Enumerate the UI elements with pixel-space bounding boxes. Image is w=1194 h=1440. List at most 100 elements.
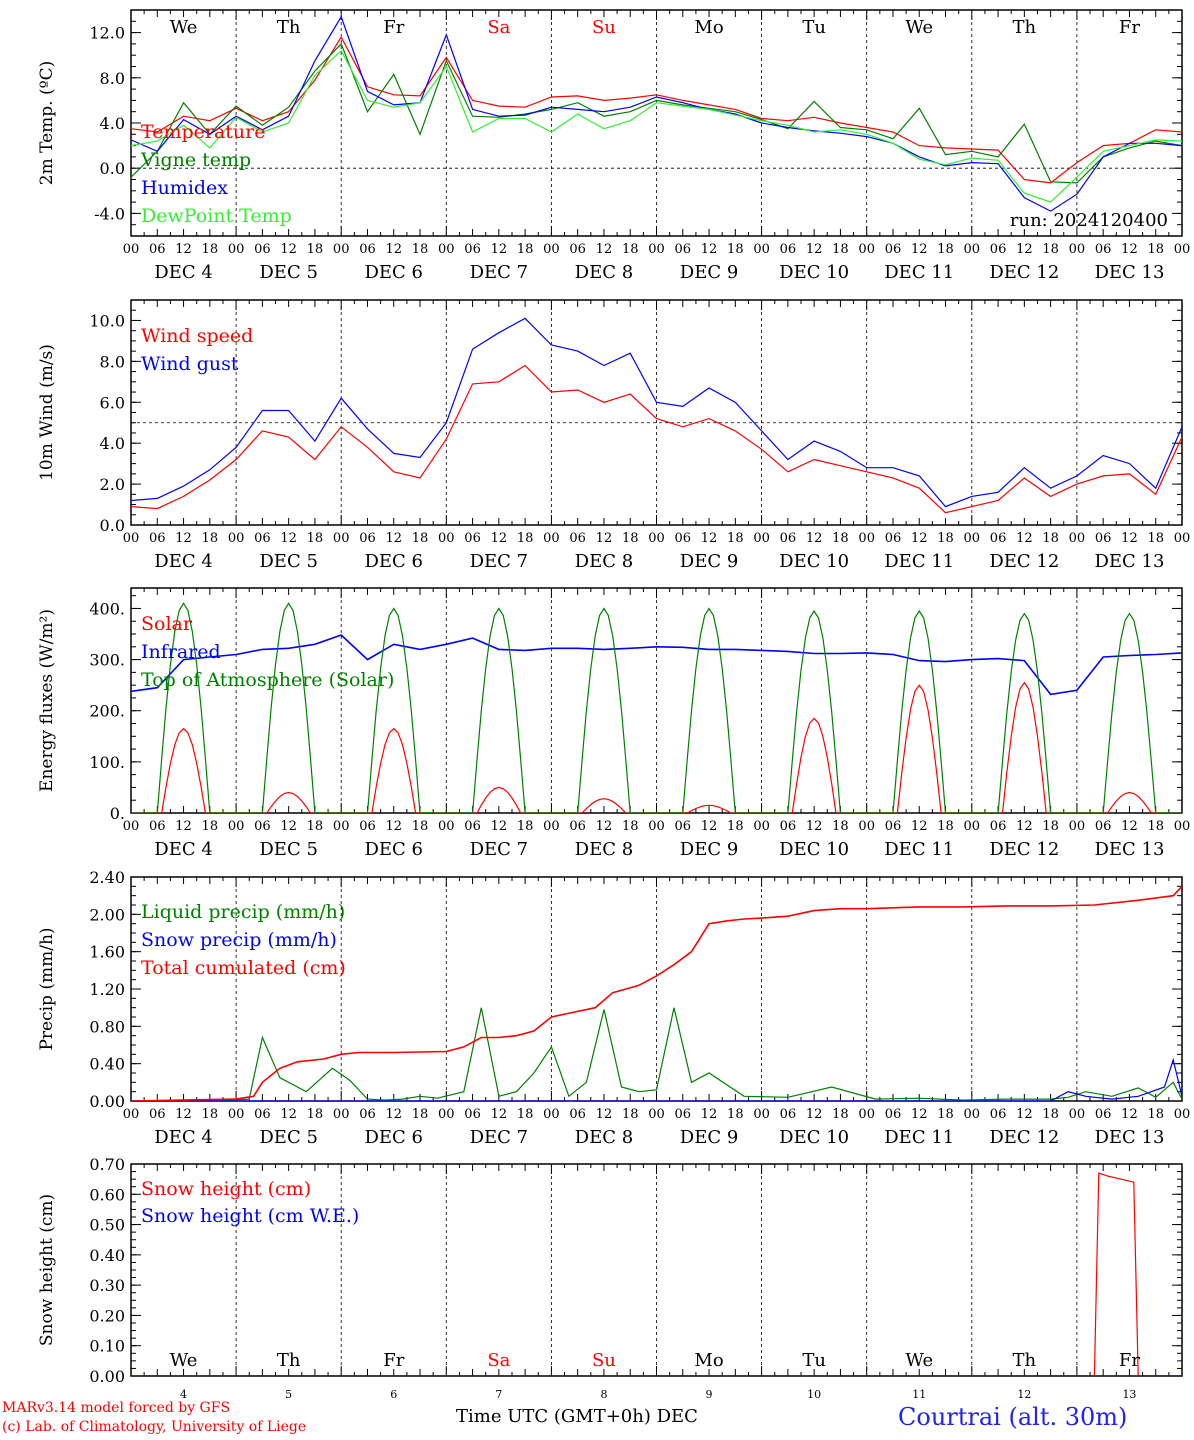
y-tick-label: 200. [89, 702, 125, 721]
hour-tick-label: 18 [307, 1107, 324, 1122]
day-number-label: 5 [285, 1388, 292, 1401]
weekday-label: Su [592, 1350, 616, 1371]
hour-tick-label: 00 [1174, 531, 1191, 546]
date-label: DEC 7 [470, 551, 529, 572]
panel-3: 0. 100. 200. 300. 400. Energy fluxes (W/m²) So… [37, 587, 1191, 860]
hour-tick-label: 00 [228, 819, 245, 834]
hour-tick-label: 12 [385, 1107, 402, 1122]
hour-tick-label: 12 [385, 531, 402, 546]
hour-tick-label: 12 [806, 1107, 823, 1122]
hour-tick-label: 06 [885, 531, 902, 546]
hour-tick-label: 18 [727, 819, 744, 834]
y-tick-label: 0.60 [89, 1185, 125, 1204]
weekday-label: Tu [802, 17, 826, 38]
legend-label: Vigne temp [140, 149, 251, 171]
hour-tick-label: 00 [438, 819, 455, 834]
series-group [131, 1172, 1182, 1376]
hour-tick-label: 12 [806, 242, 823, 257]
day-number-label: 7 [495, 1388, 502, 1401]
hour-tick-label: 12 [911, 819, 928, 834]
hour-tick-label: 06 [780, 1107, 797, 1122]
hour-tick-label: 00 [333, 531, 350, 546]
panel-2: 0.0 2.0 4.0 6.0 8.0 10.0 10m Wind (m/s) Wind sp… [37, 299, 1191, 572]
series-group [131, 15, 1182, 212]
hour-tick-label: 12 [175, 1107, 192, 1122]
date-label: DEC 9 [680, 551, 739, 572]
hour-tick-label: 12 [1121, 531, 1138, 546]
y-tick-label: 0. [110, 804, 125, 823]
series-line-wind-speed [131, 364, 1182, 514]
y-tick-label: 0.80 [89, 1017, 125, 1036]
hour-tick-label: 00 [648, 819, 665, 834]
hour-tick-label: 00 [1174, 1107, 1191, 1122]
date-label: DEC 11 [884, 1127, 954, 1148]
hour-tick-label: 18 [307, 819, 324, 834]
lab-credit: (c) Lab. of Climatology, University of L… [2, 1419, 307, 1435]
hour-tick-label: 00 [123, 819, 140, 834]
date-label: DEC 10 [779, 839, 849, 860]
hour-tick-label: 06 [359, 1107, 376, 1122]
series-line-liquid-precip-mm-h- [131, 1007, 1182, 1101]
hour-tick-label: 06 [675, 242, 692, 257]
model-credit: MARv3.14 model forced by GFS [2, 1400, 231, 1416]
hour-tick-label: 18 [727, 242, 744, 257]
hour-tick-label: 06 [885, 242, 902, 257]
hour-tick-label: 12 [175, 531, 192, 546]
y-axis-title: Energy fluxes (W/m²) [37, 609, 57, 792]
hour-tick-label: 18 [622, 531, 639, 546]
weekday-label: We [170, 1350, 198, 1371]
date-label: DEC 6 [364, 1127, 423, 1148]
hour-tick-label: 06 [254, 819, 271, 834]
y-tick-label: 0.0 [100, 159, 125, 178]
hour-tick-label: 18 [307, 531, 324, 546]
weekday-label: Fr [1119, 1350, 1140, 1371]
y-tick-label: 0.30 [89, 1276, 125, 1295]
date-label: DEC 8 [575, 1127, 634, 1148]
hour-tick-label: 18 [517, 819, 534, 834]
legend-label: Temperature [141, 121, 265, 143]
series-line-snow-precip-mm-h- [131, 1057, 1182, 1101]
hour-tick-label: 00 [1174, 242, 1191, 257]
weekday-label: Mo [694, 1350, 723, 1371]
hour-tick-label: 06 [780, 242, 797, 257]
y-tick-label: -4.0 [94, 204, 125, 223]
hour-tick-label: 18 [727, 531, 744, 546]
run-annotation: run: 2024120400 [1010, 210, 1168, 231]
hour-tick-label: 18 [1042, 819, 1059, 834]
hour-tick-label: 18 [1042, 531, 1059, 546]
hour-tick-label: 00 [438, 242, 455, 257]
hour-tick-label: 00 [964, 531, 981, 546]
hour-tick-label: 06 [149, 1107, 166, 1122]
y-tick-label: 0.40 [89, 1246, 125, 1265]
hour-tick-label: 18 [727, 1107, 744, 1122]
hour-tick-label: 06 [990, 531, 1007, 546]
hour-tick-label: 18 [202, 1107, 219, 1122]
hour-tick-label: 18 [517, 1107, 534, 1122]
day-number-label: 12 [1017, 1388, 1031, 1401]
panel-4: 0.00 0.40 0.80 1.20 1.60 2.00 2.40 Precip (mm/h… [37, 868, 1190, 1148]
hour-tick-label: 06 [359, 531, 376, 546]
date-label: DEC 12 [989, 262, 1059, 283]
hour-tick-label: 06 [780, 531, 797, 546]
hour-tick-label: 06 [569, 819, 586, 834]
hour-tick-label: 18 [1147, 242, 1164, 257]
hour-tick-label: 18 [937, 1107, 954, 1122]
date-label: DEC 13 [1094, 551, 1164, 572]
date-label: DEC 4 [154, 839, 213, 860]
hour-tick-label: 12 [491, 242, 508, 257]
hour-tick-label: 12 [491, 1107, 508, 1122]
hour-tick-label: 00 [1174, 819, 1191, 834]
weekday-label: Mo [694, 17, 723, 38]
hour-tick-label: 18 [622, 819, 639, 834]
date-label: DEC 11 [884, 839, 954, 860]
hour-tick-label: 12 [175, 242, 192, 257]
hour-tick-label: 00 [333, 1107, 350, 1122]
series-line-infrared [131, 634, 1182, 696]
y-tick-label: 12.0 [89, 24, 125, 43]
weekday-label: Fr [383, 1350, 404, 1371]
y-tick-label: 4.0 [100, 114, 125, 133]
hour-tick-label: 00 [964, 1107, 981, 1122]
y-tick-label: 0.40 [89, 1055, 125, 1074]
weekday-label: Th [1013, 17, 1037, 38]
y-tick-label: 0.10 [89, 1337, 125, 1356]
